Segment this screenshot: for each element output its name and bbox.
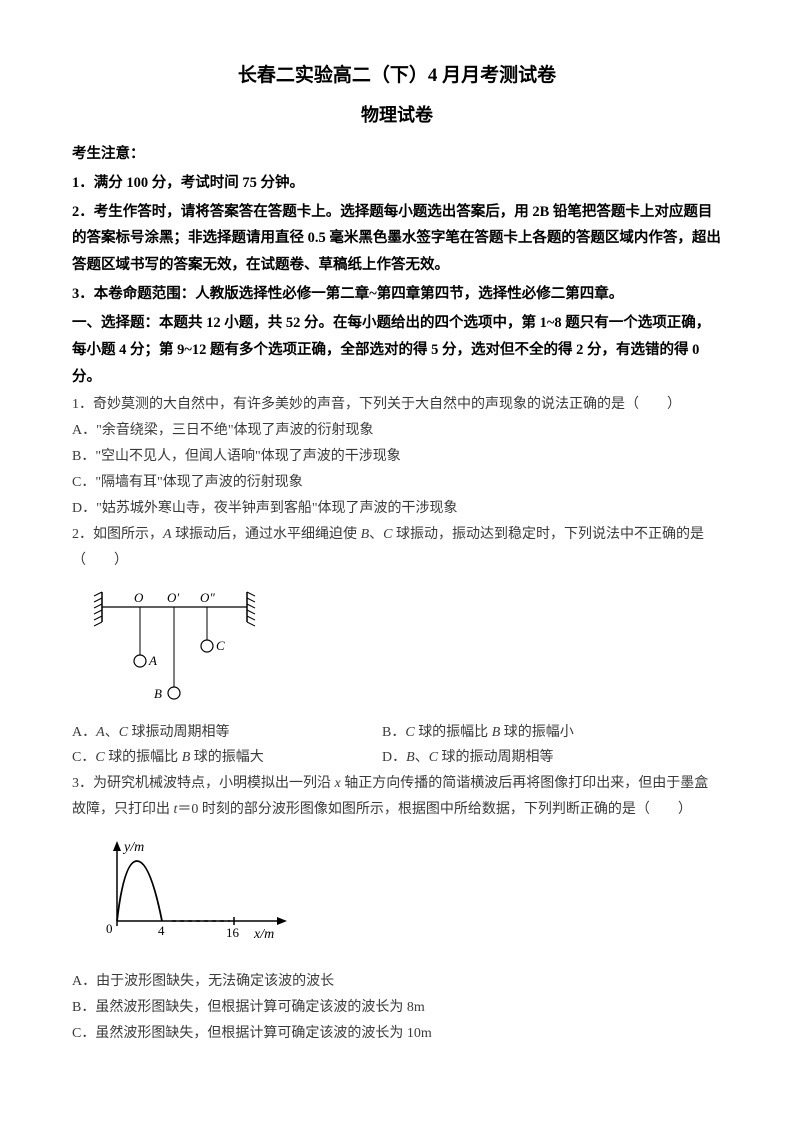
notice-line2: 2．考生作答时，请将答案答在答题卡上。选择题每小题选出答案后，用 2B 铅笔把答… [72,199,722,279]
q2-opt-c-var2: B [182,750,191,765]
q2-opt-d-post: 球的振动周期相等 [438,750,554,765]
q3-option-b: B．虽然波形图缺失，但根据计算可确定该波的波长为 8m [72,995,722,1021]
label-A: A [148,653,157,668]
q2-opt-b-var1: C [405,725,414,740]
q2-var-a: A [163,527,172,542]
q3-tick-4: 4 [158,923,165,938]
q2-opt-c-pre: C． [72,750,95,765]
main-title: 长春二实验高二（下）4 月月考测试卷 [72,60,722,87]
q2-opt-a-post: 球振动周期相等 [128,725,230,740]
q1-option-c: C．"隔墙有耳"体现了声波的衍射现象 [72,470,722,496]
q3-xlabel: x/m [253,927,274,942]
q2-opt-c-mid: 球的振幅比 [105,750,182,765]
q2-stem-mid3: 球振动，振动达到稳定时，下列说法中不正确的是 [392,527,704,542]
q2-var-b: B [361,527,370,542]
q2-stem-mid2: 、 [369,527,383,542]
q2-opt-c-post: 球的振幅大 [190,750,264,765]
q3-option-a: A．由于波形图缺失，无法确定该波的波长 [72,969,722,995]
q3-ylabel: y/m [122,840,144,855]
q2-opt-d-var1: B [406,750,415,765]
q2-opt-b-post: 球的振幅小 [500,725,574,740]
q2-stem-pre: 2．如图所示， [72,527,163,542]
q2-opt-d-mid: 、 [415,750,429,765]
q2-stem-end: （ ） [72,548,722,574]
q3-stem: 3．为研究机械波特点，小明模拟出一列沿 x 轴正方向传播的简谐横波后再将图像打印… [72,771,722,823]
q2-opt-b-var2: B [492,725,501,740]
label-B: B [154,686,162,701]
q2-opt-a-var2: C [119,725,128,740]
q2-stem: 2．如图所示，A 球振动后，通过水平细绳迫使 B、C 球振动，振动达到稳定时，下… [72,522,722,548]
q2-opt-b-pre: B． [382,725,405,740]
label-O2: O″ [200,590,215,605]
notice-heading: 考生注意： [72,141,722,168]
q1-option-a: A．"余音绕梁，三日不绝"体现了声波的衍射现象 [72,418,722,444]
q1-stem: 1．奇妙莫测的大自然中，有许多美妙的声音，下列关于大自然中的声现象的说法正确的是… [72,392,722,418]
q3-option-c: C．虽然波形图缺失，但根据计算可确定该波的波长为 10m [72,1021,722,1047]
q3-tick-16: 16 [226,925,240,940]
label-O1: O′ [167,590,179,605]
sub-title: 物理试卷 [72,101,722,127]
q1-option-b: B．"空山不见人，但闻人语响"体现了声波的干涉现象 [72,444,722,470]
label-C: C [216,638,225,653]
q3-diagram: y/m x/m 0 4 16 [92,831,722,961]
q2-opt-a-var1: A [96,725,105,740]
q2-options-row2: C．C 球的振幅比 B 球的振幅大 D．B、C 球的振动周期相等 [72,745,722,771]
section1-heading: 一、选择题：本题共 12 小题，共 52 分。在每小题给出的四个选项中，第 1~… [72,310,722,390]
notice-line1: 1．满分 100 分，考试时间 75 分钟。 [72,170,722,197]
label-O: O [134,590,144,605]
q3-origin: 0 [106,921,113,936]
q2-opt-c-var1: C [95,750,104,765]
q1-option-d: D．"姑苏城外寒山寺，夜半钟声到客船"体现了声波的干涉现象 [72,496,722,522]
q2-stem-mid1: 球振动后，通过水平细绳迫使 [172,527,361,542]
q2-opt-d-var2: C [429,750,438,765]
q2-opt-a-mid: 、 [105,725,119,740]
q2-opt-a-pre: A． [72,725,96,740]
q2-diagram: O O′ O″ A B C [92,582,722,712]
q2-opt-b-mid: 球的振幅比 [415,725,492,740]
q2-opt-d-pre: D． [382,750,406,765]
notice-line3: 3．本卷命题范围：人教版选择性必修一第二章~第四章第四节，选择性必修二第四章。 [72,281,722,308]
q2-options-row1: A．A、C 球振动周期相等 B．C 球的振幅比 B 球的振幅小 [72,720,722,746]
q3-stem-mid2: ＝0 时刻的部分波形图像如图所示，根据图中所给数据，下列判断正确的是（ ） [177,802,692,817]
q3-stem-pre: 3．为研究机械波特点，小明模拟出一列沿 [72,776,335,791]
